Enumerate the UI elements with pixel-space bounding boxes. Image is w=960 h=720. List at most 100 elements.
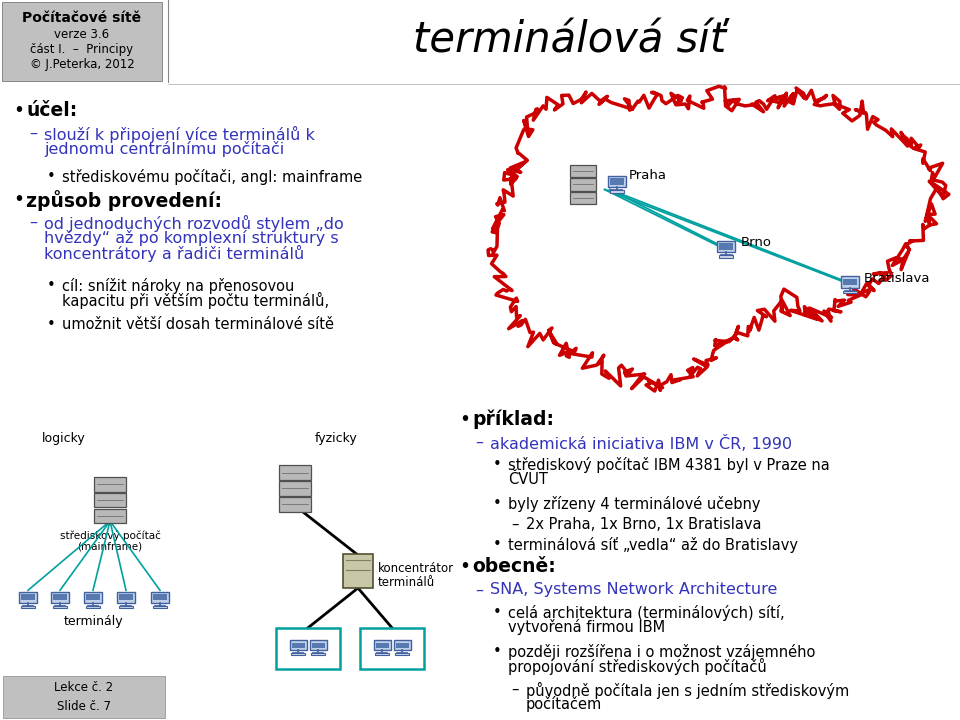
Text: terminálová síť: terminálová síť — [414, 20, 727, 62]
FancyBboxPatch shape — [610, 190, 624, 193]
Text: –: – — [29, 126, 37, 141]
Text: střediskový počítač IBM 4381 byl v Praze na: střediskový počítač IBM 4381 byl v Praze… — [508, 457, 829, 474]
Text: Slide č. 7: Slide č. 7 — [57, 701, 111, 714]
Text: koncentrátory a řadiči terminálů: koncentrátory a řadiči terminálů — [44, 245, 304, 262]
FancyBboxPatch shape — [360, 628, 424, 669]
Text: obecně:: obecně: — [472, 557, 556, 577]
FancyBboxPatch shape — [2, 2, 162, 81]
Text: Lekce č. 2: Lekce č. 2 — [55, 680, 113, 694]
Text: terminály: terminály — [64, 616, 124, 629]
Text: původně počítala jen s jedním střediskovým: původně počítala jen s jedním střediskov… — [526, 683, 850, 699]
Text: •: • — [13, 189, 24, 209]
FancyBboxPatch shape — [53, 594, 67, 600]
FancyBboxPatch shape — [569, 178, 596, 191]
FancyBboxPatch shape — [279, 482, 311, 496]
FancyBboxPatch shape — [94, 508, 126, 523]
Text: slouží k připojení více terminálů k: slouží k připojení více terminálů k — [44, 126, 315, 143]
FancyBboxPatch shape — [119, 594, 133, 600]
Text: později rozšířena i o možnost vzájemného: později rozšířena i o možnost vzájemného — [508, 644, 815, 660]
Text: kapacitu při větším počtu terminálů,: kapacitu při větším počtu terminálů, — [62, 292, 329, 310]
FancyBboxPatch shape — [86, 594, 100, 600]
FancyBboxPatch shape — [343, 554, 373, 588]
FancyBboxPatch shape — [94, 477, 126, 492]
FancyBboxPatch shape — [21, 594, 35, 600]
Text: logicky: logicky — [42, 433, 85, 446]
FancyBboxPatch shape — [276, 628, 340, 669]
FancyBboxPatch shape — [394, 640, 411, 650]
Text: hvězdy“ až po komplexní struktury s: hvězdy“ až po komplexní struktury s — [44, 230, 339, 246]
FancyBboxPatch shape — [291, 653, 305, 655]
FancyBboxPatch shape — [290, 640, 306, 650]
FancyBboxPatch shape — [151, 592, 169, 603]
Text: způsob provedení:: způsob provedení: — [26, 189, 222, 210]
Text: počítačem: počítačem — [526, 696, 602, 713]
Text: vytvořená firmou IBM: vytvořená firmou IBM — [508, 619, 665, 635]
FancyBboxPatch shape — [311, 642, 324, 648]
FancyBboxPatch shape — [841, 276, 859, 287]
FancyBboxPatch shape — [610, 178, 624, 185]
FancyBboxPatch shape — [717, 241, 735, 252]
FancyBboxPatch shape — [309, 640, 326, 650]
Text: příklad:: příklad: — [472, 410, 554, 429]
FancyBboxPatch shape — [292, 642, 304, 648]
Text: jednomu centrálnímu počítači: jednomu centrálnímu počítači — [44, 141, 284, 157]
FancyBboxPatch shape — [53, 606, 67, 608]
Text: akademická iniciativa IBM v ČR, 1990: akademická iniciativa IBM v ČR, 1990 — [490, 435, 792, 451]
FancyBboxPatch shape — [279, 498, 311, 512]
FancyBboxPatch shape — [119, 606, 133, 608]
Text: Počítačové sítě: Počítačové sítě — [22, 11, 141, 25]
Text: SNA, Systems Network Architecture: SNA, Systems Network Architecture — [490, 582, 778, 598]
FancyBboxPatch shape — [19, 592, 37, 603]
FancyBboxPatch shape — [373, 640, 391, 650]
FancyBboxPatch shape — [375, 653, 389, 655]
FancyBboxPatch shape — [279, 465, 311, 480]
FancyBboxPatch shape — [719, 256, 733, 258]
Text: střediskovému počítači, angl: mainframe: střediskovému počítači, angl: mainframe — [62, 169, 362, 185]
FancyBboxPatch shape — [94, 492, 126, 508]
Text: koncentrátor: koncentrátor — [378, 562, 454, 575]
Text: –: – — [511, 683, 518, 697]
FancyBboxPatch shape — [3, 675, 165, 718]
Text: •: • — [47, 317, 56, 332]
Text: byly zřízeny 4 terminálové učebny: byly zřízeny 4 terminálové učebny — [508, 496, 760, 512]
Text: •: • — [493, 457, 502, 472]
Text: –: – — [29, 215, 37, 230]
Text: •: • — [47, 278, 56, 293]
Text: 2x Praha, 1x Brno, 1x Bratislava: 2x Praha, 1x Brno, 1x Bratislava — [526, 516, 761, 531]
Text: –: – — [475, 582, 483, 598]
FancyBboxPatch shape — [608, 176, 626, 187]
Text: •: • — [13, 101, 24, 120]
Text: –: – — [475, 435, 483, 450]
Text: –: – — [511, 516, 518, 531]
Text: •: • — [493, 644, 502, 659]
Text: celá architektura (terminálových) sítí,: celá architektura (terminálových) sítí, — [508, 605, 784, 621]
FancyBboxPatch shape — [153, 594, 167, 600]
Text: •: • — [493, 537, 502, 552]
FancyBboxPatch shape — [84, 592, 102, 603]
FancyBboxPatch shape — [375, 642, 389, 648]
Text: fyzicky: fyzicky — [315, 433, 358, 446]
Text: účel:: účel: — [26, 101, 77, 120]
Text: Praha: Praha — [629, 169, 667, 182]
FancyBboxPatch shape — [117, 592, 135, 603]
Text: Brno: Brno — [740, 236, 771, 249]
FancyBboxPatch shape — [311, 653, 324, 655]
Text: •: • — [459, 410, 470, 429]
Text: •: • — [47, 169, 56, 184]
FancyBboxPatch shape — [396, 642, 409, 648]
FancyBboxPatch shape — [85, 606, 100, 608]
Text: část I.  –  Principy: část I. – Principy — [31, 43, 133, 56]
Text: od jednoduchých rozvodů stylem „do: od jednoduchých rozvodů stylem „do — [44, 215, 344, 232]
Text: střediskový počítač: střediskový počítač — [60, 530, 160, 541]
Text: terminálová síť „vedla“ až do Bratislavy: terminálová síť „vedla“ až do Bratislavy — [508, 537, 798, 553]
Text: •: • — [493, 496, 502, 511]
FancyBboxPatch shape — [21, 606, 36, 608]
Text: •: • — [493, 605, 502, 620]
FancyBboxPatch shape — [569, 165, 596, 177]
Text: terminálů: terminálů — [378, 575, 435, 588]
Text: •: • — [459, 557, 470, 577]
Text: ČVUT: ČVUT — [508, 472, 548, 487]
FancyBboxPatch shape — [843, 279, 857, 285]
FancyBboxPatch shape — [843, 291, 857, 293]
Text: (mainframe): (mainframe) — [78, 541, 143, 552]
